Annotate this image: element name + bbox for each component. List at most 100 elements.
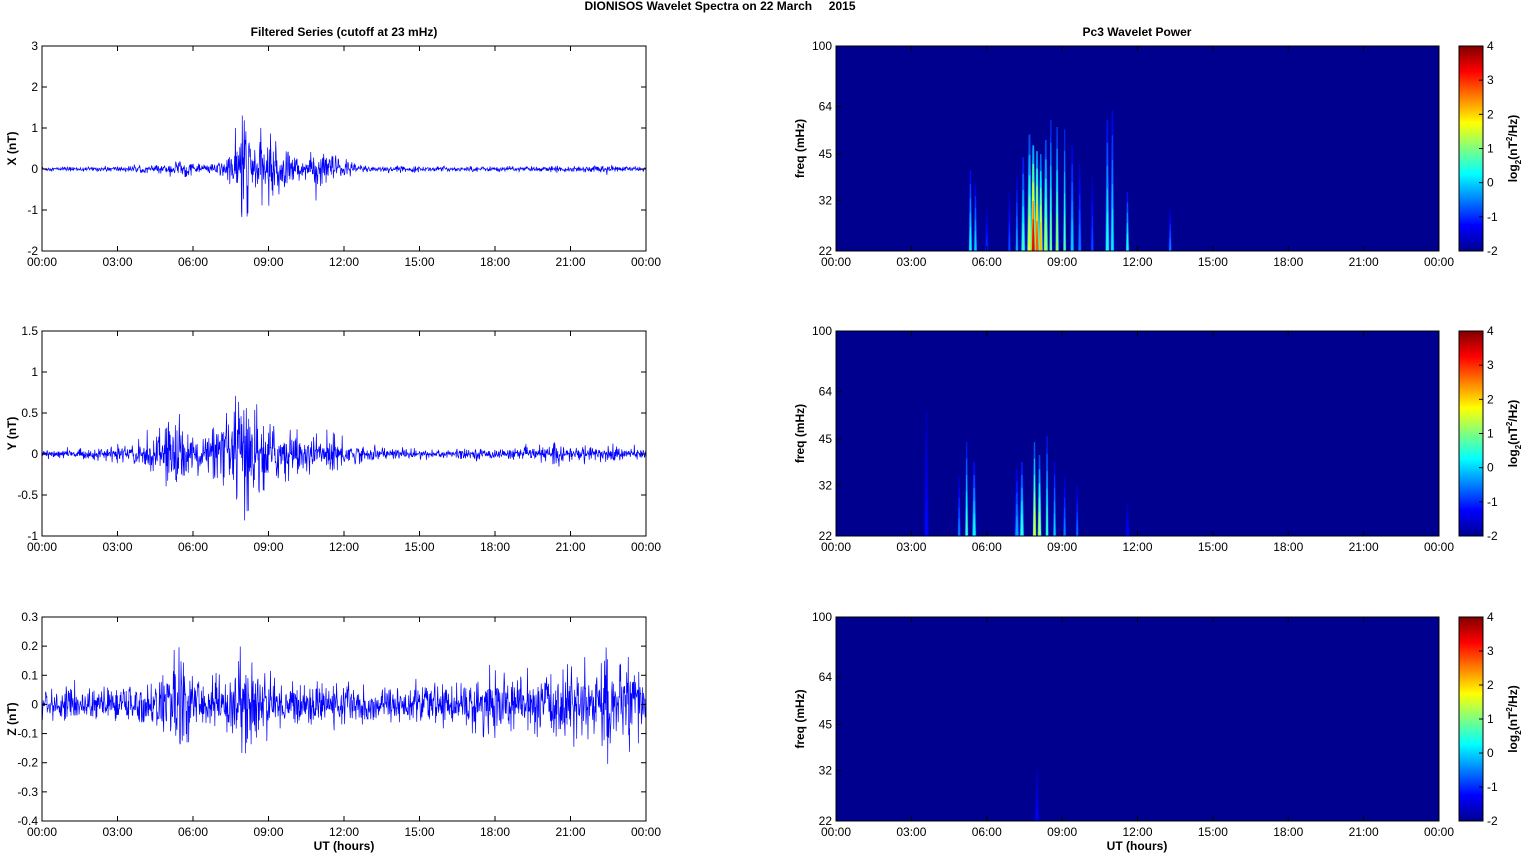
ts-Y-ytick-label-3: 0.5: [21, 406, 38, 420]
ts-Y-ytick-label-1: -0.5: [17, 488, 38, 502]
colorbar-Z-tick-label-5: 3: [1487, 644, 1494, 658]
ts-Y-xtick-label-0: 00:00: [27, 540, 57, 554]
ts-X-ytick-label-0: -2: [27, 244, 38, 258]
colorbar-label-part-3: 2: [1505, 136, 1514, 141]
timeseries-plot-area-X: [42, 46, 646, 251]
wavelet-ylabel-Z: freq (mHz): [793, 689, 807, 748]
wv-X-xtick-label-0: 00:00: [821, 255, 851, 269]
wv-X-ytick-label-2: 45: [819, 147, 833, 161]
wv-Z-xtick-label-8: 00:00: [1424, 825, 1454, 839]
wv-Y-xtick-label-7: 21:00: [1349, 540, 1379, 554]
wv-Y-xtick-label-3: 09:00: [1047, 540, 1077, 554]
wavelet-streak-X-10-4: [1044, 217, 1048, 251]
ts-Z-ytick-label-6: 0.2: [21, 639, 38, 653]
colorbar-Z-tick-label-2: 0: [1487, 746, 1494, 760]
ts-X-ytick-label-5: 3: [31, 39, 38, 53]
wavelet-streak-X-2-4: [985, 238, 988, 251]
timeseries-plot-area-Z: [42, 617, 646, 821]
ts-Y-ytick-label-4: 1: [31, 365, 38, 379]
wv-X-xtick-label-6: 18:00: [1273, 255, 1303, 269]
time-xlabel-bottom-right: UT (hours): [1107, 839, 1168, 853]
ts-Y-xtick-label-4: 12:00: [329, 540, 359, 554]
signal-line-Y: [41, 395, 647, 521]
ts-Y-ytick-label-0: -1: [27, 529, 38, 543]
ts-X-ytick-label-3: 1: [31, 121, 38, 135]
wv-Z-xtick-label-4: 12:00: [1122, 825, 1152, 839]
colorbar-X-tick-label-0: -2: [1487, 244, 1498, 258]
ts-X-xtick-label-7: 21:00: [555, 255, 585, 269]
colorbar-X-tick-label-2: 0: [1487, 176, 1494, 190]
wavelet-streak-X-7-4: [1031, 219, 1035, 251]
colorbar-Y-tick-label-4: 2: [1487, 392, 1494, 406]
wavelet-features-Z: [1034, 770, 1040, 821]
ts-Z-ytick-label-1: -0.3: [17, 785, 38, 799]
wavelet-panel-Z: 00:00 03:00 06:00 09:00 12:00 15:00 18:00 21:00…: [793, 610, 1523, 839]
wavelet-streak-X-9-4: [1039, 221, 1042, 251]
colorbar-Y-tick-label-1: -1: [1487, 495, 1498, 509]
colorbar-label-part-4: /Hz): [1506, 685, 1520, 707]
wv-X-ytick-label-0: 22: [819, 244, 833, 258]
wv-Y-ytick-label-1: 32: [819, 478, 833, 492]
ts-X-xtick-label-2: 06:00: [178, 255, 208, 269]
timeseries-plot-area-Y: [42, 331, 646, 536]
colorbar-X-tick-label-1: -1: [1487, 210, 1498, 224]
wv-X-xtick-label-8: 00:00: [1424, 255, 1454, 269]
wavelet-streak-X-4-4: [1016, 228, 1018, 251]
wv-Z-xtick-label-5: 15:00: [1198, 825, 1228, 839]
colorbar-label-part-3: 2: [1505, 421, 1514, 426]
colorbar-label-part-2: (nT: [1506, 141, 1520, 160]
wavelet-streak-Y-10-4: [1063, 518, 1066, 536]
wv-Y-ytick-label-2: 45: [819, 432, 833, 446]
ts-Y-xtick-label-7: 21:00: [555, 540, 585, 554]
wavelet-streak-Y-7-4: [1038, 511, 1041, 536]
wavelet-streak-Y-11-4: [1076, 520, 1079, 536]
wv-Y-xtick-label-4: 12:00: [1122, 540, 1152, 554]
wavelet-streak-X-17-4: [1106, 211, 1109, 251]
colorbar-label-part-4: /Hz): [1506, 115, 1520, 137]
colorbar-Z-tick-label-1: -1: [1487, 780, 1498, 794]
colorbar-label-part-0: log: [1506, 449, 1520, 467]
ts-Z-ytick-label-0: -0.4: [17, 814, 38, 828]
wavelet-ylabel-Y: freq (mHz): [793, 404, 807, 463]
ts-Z-ytick-label-2: -0.2: [17, 756, 38, 770]
wv-X-xtick-label-1: 03:00: [896, 255, 926, 269]
ts-X-xtick-label-4: 12:00: [329, 255, 359, 269]
colorbar-label-part-0: log: [1506, 735, 1520, 753]
wavelet-panel-Y: 00:00 03:00 06:00 09:00 12:00 15:00 18:00 21:00…: [793, 324, 1523, 554]
colorbar-Y-tick-label-2: 0: [1487, 461, 1494, 475]
wavelet-features-Y: [924, 411, 1130, 536]
timeseries-ylabel-Y: Y (nT): [5, 417, 19, 451]
wv-Z-xtick-label-1: 03:00: [896, 825, 926, 839]
ts-Z-ytick-label-3: -0.1: [17, 727, 38, 741]
figure-suptitle: DIONISOS Wavelet Spectra on 22 March 201…: [585, 0, 856, 13]
wavelet-streak-X-19-4: [1126, 233, 1129, 251]
colorbar-label-part-0: log: [1506, 164, 1520, 182]
wavelet-streak-Y-6-4: [1033, 507, 1036, 536]
ts-Z-xtick-label-6: 18:00: [480, 825, 510, 839]
colorbar-Y-tick-label-3: 1: [1487, 427, 1494, 441]
wavelet-streak-X-15-4: [1078, 224, 1081, 251]
timeseries-ylabel-Z: Z (nT): [5, 702, 19, 735]
colorbar-Y-tick-label-5: 3: [1487, 358, 1494, 372]
panels-layer: 00:00 03:00 06:00 09:00 12:00 15:00 18:00 21:00…: [5, 39, 1523, 839]
ts-X-xtick-label-3: 09:00: [253, 255, 283, 269]
wv-Y-ytick-label-3: 64: [819, 384, 833, 398]
colorbar-label-part-1: 2: [1514, 444, 1523, 449]
wavelet-streak-X-14-4: [1071, 219, 1074, 251]
wavelet-streak-X-20-4: [1169, 238, 1172, 251]
wv-Y-xtick-label-6: 18:00: [1273, 540, 1303, 554]
timeseries-ylabel-X: X (nT): [5, 132, 19, 166]
wv-X-ytick-label-1: 32: [819, 193, 833, 207]
ts-Y-xtick-label-6: 18:00: [480, 540, 510, 554]
wavelet-streak-Y-3-4: [972, 513, 976, 536]
wavelet-streak-X-5-4: [1021, 222, 1025, 251]
ts-Z-xtick-label-7: 21:00: [555, 825, 585, 839]
colorbar-X-tick-label-3: 1: [1487, 142, 1494, 156]
colorbar-X-tick-label-6: 4: [1487, 39, 1494, 53]
colorbar-label-part-1: 2: [1514, 730, 1523, 735]
wavelet-streak-Y-5-4: [1020, 513, 1024, 536]
wv-X-ytick-label-3: 64: [819, 99, 833, 113]
wavelet-ylabel-X: freq (mHz): [793, 119, 807, 178]
wavelet-features-X: [968, 110, 1172, 251]
wavelet-streak-Y-8-4: [1046, 506, 1048, 536]
